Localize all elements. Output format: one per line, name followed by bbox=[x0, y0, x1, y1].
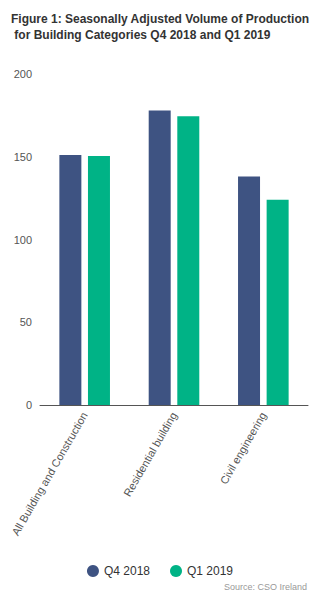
svg-text:100: 100 bbox=[14, 234, 32, 246]
svg-text:Q4 2018: Q4 2018 bbox=[104, 564, 150, 578]
svg-text:All Building and Construction: All Building and Construction bbox=[9, 410, 90, 538]
svg-text:Source: CSO Ireland: Source: CSO Ireland bbox=[224, 582, 307, 592]
svg-text:150: 150 bbox=[14, 151, 32, 163]
svg-text:Figure 1: Seasonally Adjusted: Figure 1: Seasonally Adjusted Volume of … bbox=[11, 12, 309, 26]
svg-text:Residential building: Residential building bbox=[121, 410, 179, 499]
svg-text:Civil engineering: Civil engineering bbox=[218, 410, 269, 486]
svg-text:50: 50 bbox=[20, 316, 32, 328]
svg-text:0: 0 bbox=[26, 399, 32, 411]
svg-text:200: 200 bbox=[14, 68, 32, 80]
svg-text:Q1 2019: Q1 2019 bbox=[187, 564, 233, 578]
svg-text:for Building Categories Q4 201: for Building Categories Q4 2018 and Q1 2… bbox=[11, 28, 271, 42]
